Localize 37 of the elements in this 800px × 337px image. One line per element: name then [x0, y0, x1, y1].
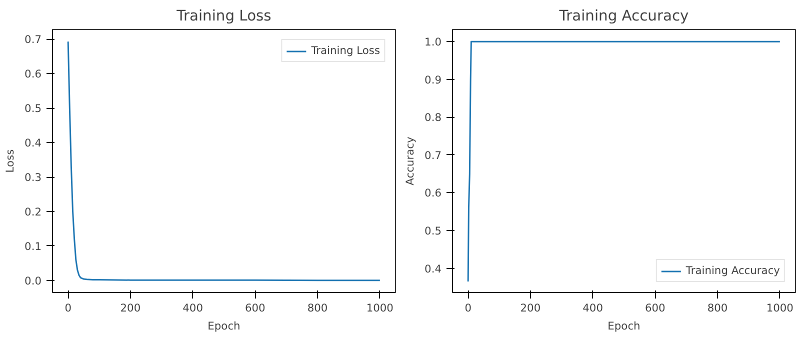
x-tick-label: 400 [182, 302, 204, 314]
y-tick-label: 0.3 [24, 171, 42, 184]
chart-title: Training Loss [176, 8, 272, 24]
y-tick-label: 0.5 [424, 224, 442, 238]
y-tick-label: 0.7 [424, 148, 442, 162]
y-tick-label: 0.4 [424, 262, 442, 276]
x-tick-label: 400 [582, 302, 604, 314]
x-tick-label: 0 [64, 302, 72, 314]
x-tick-label: 600 [245, 302, 266, 314]
legend-label: Training Loss [311, 44, 380, 57]
x-tick-label: 0 [464, 302, 472, 314]
y-tick-label: 0.6 [424, 186, 442, 200]
x-tick-label: 200 [120, 302, 141, 314]
y-tick-label: 0.8 [424, 111, 442, 124]
y-tick-label: 0.5 [24, 102, 42, 116]
y-tick-label: 0.7 [24, 33, 42, 46]
x-axis-title: Epoch [608, 320, 640, 332]
x-tick-label: 200 [520, 302, 541, 314]
y-tick-label: 0.0 [24, 274, 42, 288]
chart-title: Training Accuracy [558, 8, 690, 24]
y-tick-label: 0.6 [24, 68, 42, 81]
x-tick-label: 600 [645, 302, 666, 314]
y-tick-label: 0.2 [24, 205, 42, 218]
x-tick-label: 1000 [766, 302, 794, 314]
y-axis-title: Accuracy [404, 136, 417, 186]
y-tick-label: 0.9 [424, 73, 442, 86]
x-tick-label: 1000 [366, 302, 394, 314]
legend-label: Training Accuracy [686, 264, 780, 277]
x-tick-label: 800 [307, 302, 328, 314]
x-axis-title: Epoch [208, 320, 240, 332]
y-tick-label: 0.1 [24, 240, 42, 253]
y-tick-label: 1.0 [424, 36, 442, 49]
y-tick-label: 0.4 [24, 136, 42, 150]
line-series [67, 40, 381, 282]
x-tick-label: 800 [707, 302, 728, 314]
y-axis-title: Loss [4, 148, 17, 173]
line-series [467, 40, 781, 282]
